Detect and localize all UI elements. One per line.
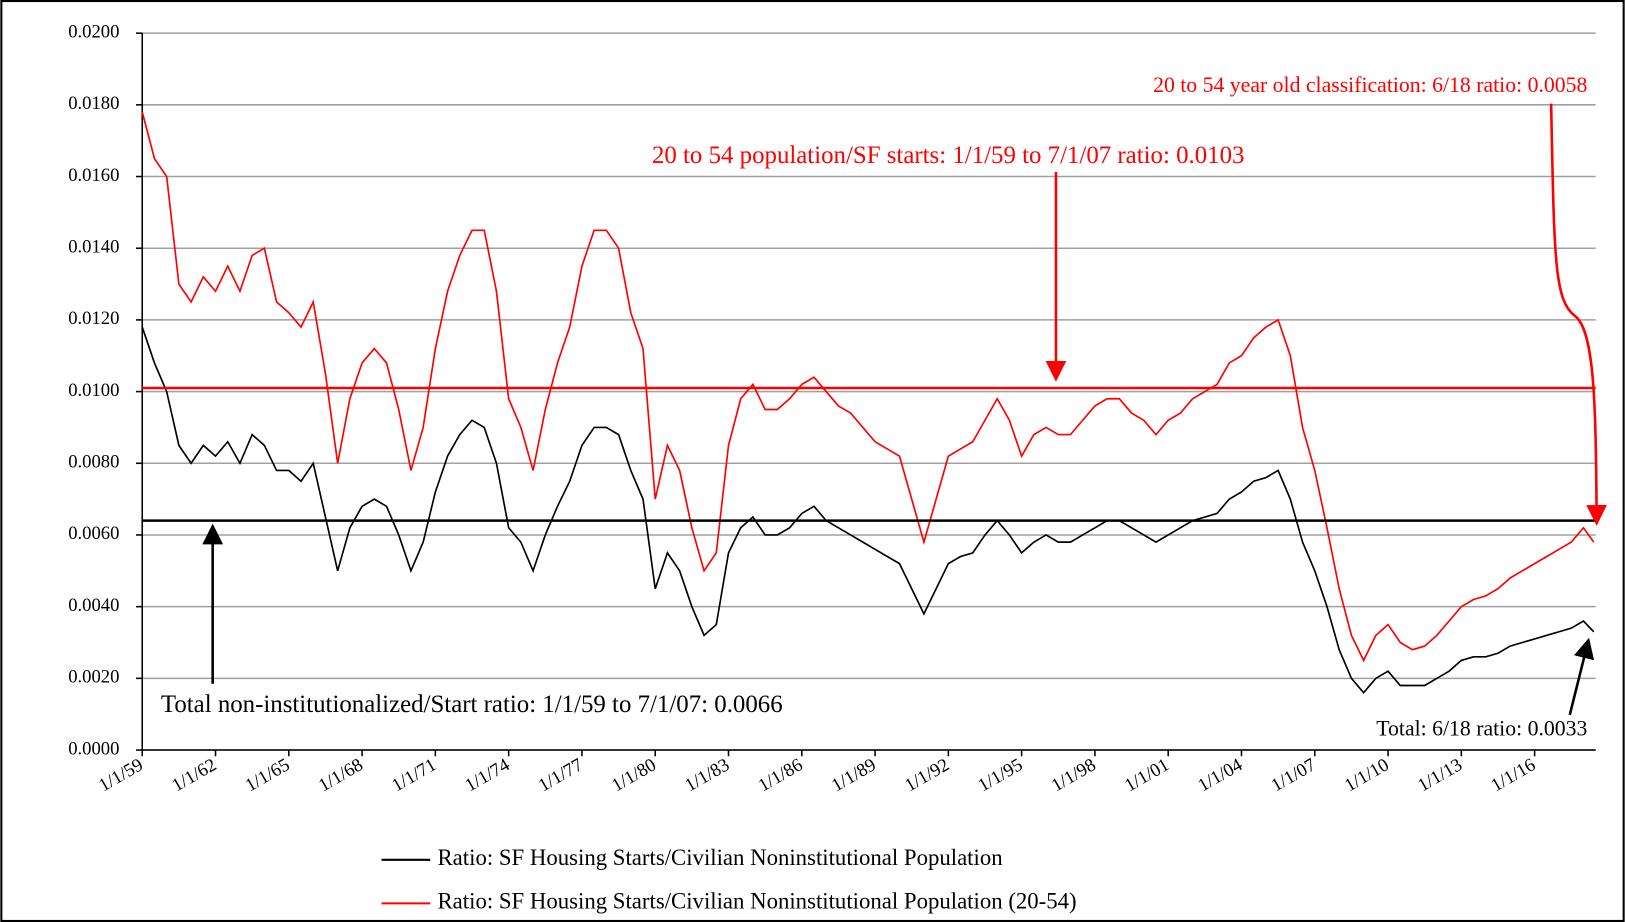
arrow — [1549, 103, 1607, 526]
y-tick-label: 0.0160 — [68, 165, 119, 186]
y-tick-label: 0.0080 — [68, 452, 119, 473]
y-tick-label: 0.0000 — [68, 738, 119, 759]
annotation: Total non-institutionalized/Start ratio:… — [161, 691, 783, 718]
series-line — [141, 326, 1595, 694]
series-line — [141, 111, 1595, 663]
arrow — [1568, 637, 1595, 716]
y-tick-label: 0.0040 — [68, 595, 119, 616]
y-tick-label: 0.0120 — [68, 308, 119, 329]
annotation: 20 to 54 year old classification: 6/18 r… — [1153, 73, 1587, 97]
legend-label: Ratio: SF Housing Starts/Civilian Nonins… — [437, 889, 1076, 914]
legend-label: Ratio: SF Housing Starts/Civilian Nonins… — [437, 845, 1003, 870]
plot — [141, 111, 1596, 694]
y-tick-label: 0.0140 — [68, 236, 119, 257]
y-tick-label: 0.0180 — [68, 93, 119, 114]
annotation: 20 to 54 population/SF starts: 1/1/59 to… — [652, 142, 1244, 169]
y-tick-label: 0.0100 — [68, 380, 119, 401]
y-tick-label: 0.0200 — [68, 21, 119, 42]
y-tick-label: 0.0060 — [68, 523, 119, 544]
annotation: Total: 6/18 ratio: 0.0033 — [1376, 716, 1587, 740]
legend: Ratio: SF Housing Starts/Civilian Nonins… — [381, 845, 1077, 914]
y-tick-label: 0.0020 — [68, 667, 119, 688]
